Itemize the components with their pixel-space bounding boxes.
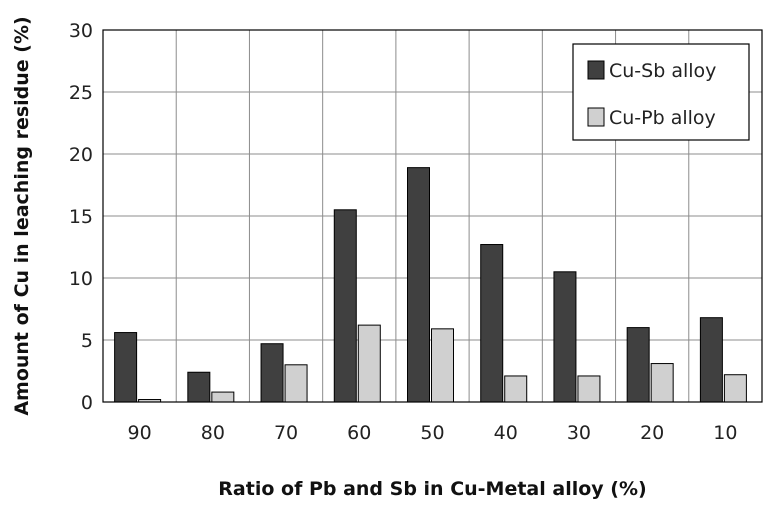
- x-tick-label: 60: [347, 422, 371, 444]
- bar-cu-sb-20: [626, 327, 650, 403]
- plot-frame: [102, 29, 763, 403]
- bar-cu-sb-90: [114, 332, 138, 403]
- bar-cu-pb-70: [284, 364, 308, 403]
- y-tick-label: 30: [69, 20, 93, 42]
- y-tick-label: 15: [69, 206, 93, 228]
- y-tick-label: 20: [69, 144, 93, 166]
- x-tick-label: 30: [567, 422, 591, 444]
- grid: [103, 29, 762, 403]
- bar-cu-pb-80: [211, 391, 235, 403]
- x-tick-label: 20: [640, 422, 664, 444]
- bar-cu-sb-40: [480, 244, 504, 403]
- legend-swatch-cu-sb: [587, 60, 605, 80]
- x-tick-labels: 90 80 70 60 50 40 30 20 10: [128, 422, 738, 444]
- y-tick-label: 10: [69, 268, 93, 290]
- bar-cu-sb-60: [333, 209, 357, 403]
- y-tick-label: 0: [81, 392, 93, 414]
- bar-cu-sb-50: [407, 167, 430, 403]
- x-axis-title: Ratio of Pb and Sb in Cu-Metal alloy (%): [218, 478, 646, 500]
- bar-cu-pb-10: [723, 374, 747, 403]
- y-tick-label: 5: [81, 330, 93, 352]
- bar-cu-pb-50: [431, 328, 454, 403]
- bar-cu-pb-20: [650, 363, 674, 403]
- x-tick-label: 40: [494, 422, 518, 444]
- x-tick-label: 90: [128, 422, 152, 444]
- x-tick-label: 10: [713, 422, 737, 444]
- bar-cu-pb-40: [504, 375, 528, 403]
- y-axis-title: Amount of Cu in leaching residue (%): [11, 16, 33, 415]
- bar-cu-sb-70: [260, 343, 284, 403]
- bar-cu-sb-30: [553, 271, 577, 403]
- x-tick-label: 80: [201, 422, 225, 444]
- legend-swatch-cu-pb: [587, 107, 605, 127]
- bars: [114, 167, 747, 403]
- y-tick-label: 25: [69, 82, 93, 104]
- legend-label-cu-sb: Cu-Sb alloy: [609, 60, 716, 82]
- x-tick-label: 50: [420, 422, 444, 444]
- legend: Cu-Sb alloy Cu-Pb alloy: [572, 43, 750, 141]
- bar-cu-sb-10: [699, 317, 723, 403]
- bar-cu-pb-60: [357, 324, 381, 403]
- bar-cu-sb-80: [187, 371, 211, 403]
- y-tick-labels: 0 5 10 15 20 25 30: [69, 20, 93, 414]
- legend-label-cu-pb: Cu-Pb alloy: [609, 107, 716, 129]
- bar-cu-pb-30: [577, 375, 601, 403]
- x-tick-label: 70: [274, 422, 298, 444]
